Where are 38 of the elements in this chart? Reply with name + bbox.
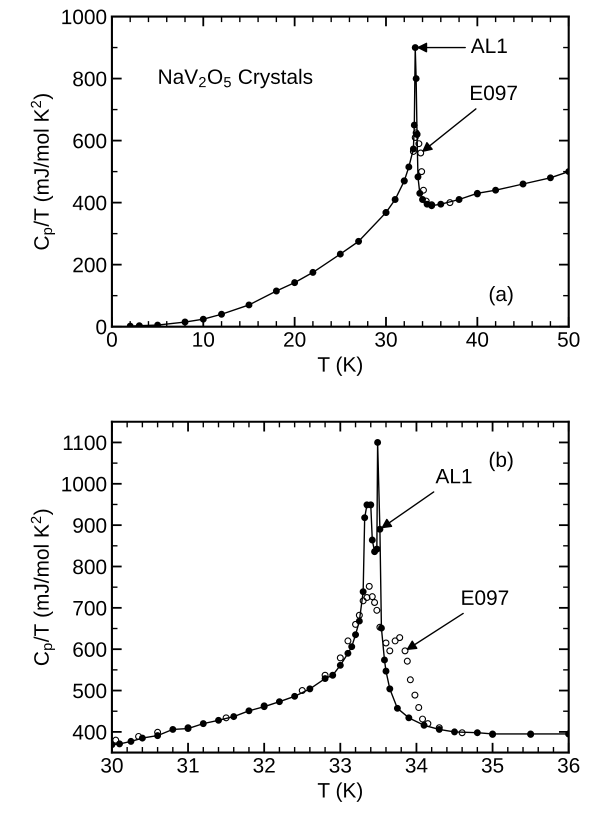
x-axis-title: T (K) — [318, 782, 362, 802]
y-tick-label: 600 — [73, 134, 106, 148]
x-tick-label: 50 — [558, 332, 580, 347]
x-tick-label: 34 — [406, 758, 428, 773]
y-tick-label: 700 — [73, 600, 106, 616]
annotation: NaV$_{2}$O$_{5}$ Crystals — [159, 68, 312, 88]
y-axis-title: C$_{p}$/T (mJ/mol K$^{2}$) — [30, 94, 56, 250]
x-tick-label: 30 — [375, 332, 397, 347]
x-tick-label: 32 — [253, 758, 275, 773]
x-tick-label: 31 — [177, 758, 199, 773]
y-tick-label: 0 — [96, 320, 106, 334]
annotation: E097 — [471, 86, 517, 100]
x-tick-label: 36 — [558, 758, 580, 773]
x-axis-title: T (K) — [318, 356, 362, 376]
annotation: AL1 — [470, 38, 507, 53]
x-tick-label: 33 — [330, 758, 351, 773]
y-tick-label: 200 — [73, 258, 106, 272]
y-axis-title: C$_{p}$/T (mJ/mol K$^{2}$) — [30, 510, 56, 666]
y-tick-label: 600 — [73, 642, 106, 657]
y-tick-label: 800 — [73, 559, 106, 574]
y-tick-label: 400 — [72, 196, 106, 210]
y-tick-label: 1100 — [64, 435, 106, 450]
y-tick-label: 1000 — [62, 476, 106, 492]
y-tick-label: 400 — [72, 724, 106, 740]
x-tick-label: 10 — [193, 332, 214, 347]
y-tick-label: 1000 — [62, 10, 106, 24]
y-tick-label: 500 — [73, 684, 106, 698]
annotation: AL1 — [436, 468, 472, 484]
x-tick-label: 0 — [106, 332, 117, 347]
y-tick-label: 900 — [73, 518, 106, 533]
annotation: E097 — [462, 590, 508, 606]
x-tick-label: 35 — [482, 758, 504, 773]
y-tick-label: 800 — [73, 72, 106, 86]
x-tick-label: 20 — [284, 332, 306, 347]
x-tick-label: 30 — [101, 758, 123, 773]
annotation: (a) — [490, 286, 513, 306]
x-tick-label: 40 — [466, 332, 488, 347]
annotation: (b) — [490, 452, 513, 472]
